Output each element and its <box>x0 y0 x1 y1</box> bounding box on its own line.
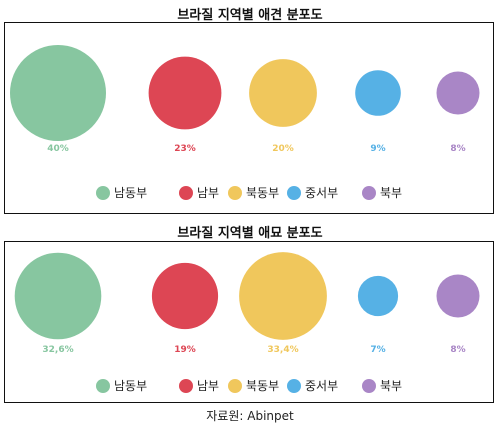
cat-bubble-north <box>436 274 480 318</box>
dog-bubble-south <box>148 56 222 130</box>
chart-title-cats: 브라질 지역별 애묘 분포도 <box>177 226 323 241</box>
dog-legend-label-southeast: 남동부 <box>114 186 147 200</box>
cat-legend-swatch-southeast <box>96 379 110 393</box>
cat-distribution-chart: 32,6% 19% 33,4% 7% 8% 남동부 남부 북동부 중서부 북부 <box>4 241 494 403</box>
cat-value-label-north: 8% <box>450 345 465 355</box>
cat-legend-swatch-south <box>179 379 193 393</box>
cat-legend-swatch-north <box>362 379 376 393</box>
dog-legend-label-south: 남부 <box>197 186 219 200</box>
dog-legend-swatch-north <box>362 186 376 200</box>
cat-bubble-chart: 32,6% 19% 33,4% 7% 8% 남동부 남부 북동부 중서부 북부 <box>14 252 480 393</box>
cat-legend-label-south: 남부 <box>197 379 219 393</box>
dog-bubble-southeast <box>10 45 106 141</box>
cat-value-label-south: 19% <box>174 345 196 355</box>
dog-bubble-chart: 40% 23% 20% 9% 8% 남동부 남부 북동부 중서부 북부 <box>10 45 480 200</box>
cat-value-label-southeast: 32,6% <box>42 345 73 355</box>
cat-legend-swatch-northeast <box>228 379 242 393</box>
dog-value-label-southeast: 40% <box>47 144 69 154</box>
cat-value-label-midwest: 7% <box>370 345 385 355</box>
cat-legend-label-midwest: 중서부 <box>305 379 338 393</box>
dog-legend-swatch-northeast <box>228 186 242 200</box>
dog-value-label-northeast: 20% <box>272 144 294 154</box>
dog-legend-swatch-south <box>179 186 193 200</box>
dog-value-label-south: 23% <box>174 144 196 154</box>
cat-legend-swatch-midwest <box>287 379 301 393</box>
dog-distribution-chart: 40% 23% 20% 9% 8% 남동부 남부 북동부 중서부 북부 <box>4 22 494 214</box>
dog-legend-swatch-midwest <box>287 186 301 200</box>
dog-bubble-north <box>436 71 480 115</box>
source-label: 자료원: Abinpet <box>206 409 294 423</box>
cat-bubble-southeast <box>14 252 102 340</box>
dog-legend-label-midwest: 중서부 <box>305 186 338 200</box>
dog-legend-swatch-southeast <box>96 186 110 200</box>
cat-bubble-south <box>151 262 219 330</box>
cat-value-label-northeast: 33,4% <box>267 345 298 355</box>
cat-legend-label-north: 북부 <box>380 379 402 393</box>
chart-title-dogs: 브라질 지역별 애견 분포도 <box>177 8 323 23</box>
dog-bubble-midwest <box>355 70 401 116</box>
cat-bubble-midwest <box>357 275 399 317</box>
dog-legend-label-northeast: 북동부 <box>246 186 279 200</box>
dog-value-label-north: 8% <box>450 144 465 154</box>
dog-bubble-northeast <box>249 59 317 127</box>
dog-legend-label-north: 북부 <box>380 186 402 200</box>
cat-legend-label-southeast: 남동부 <box>114 379 147 393</box>
dog-value-label-midwest: 9% <box>370 144 385 154</box>
cat-legend-label-northeast: 북동부 <box>246 379 279 393</box>
cat-bubble-northeast <box>239 252 327 340</box>
